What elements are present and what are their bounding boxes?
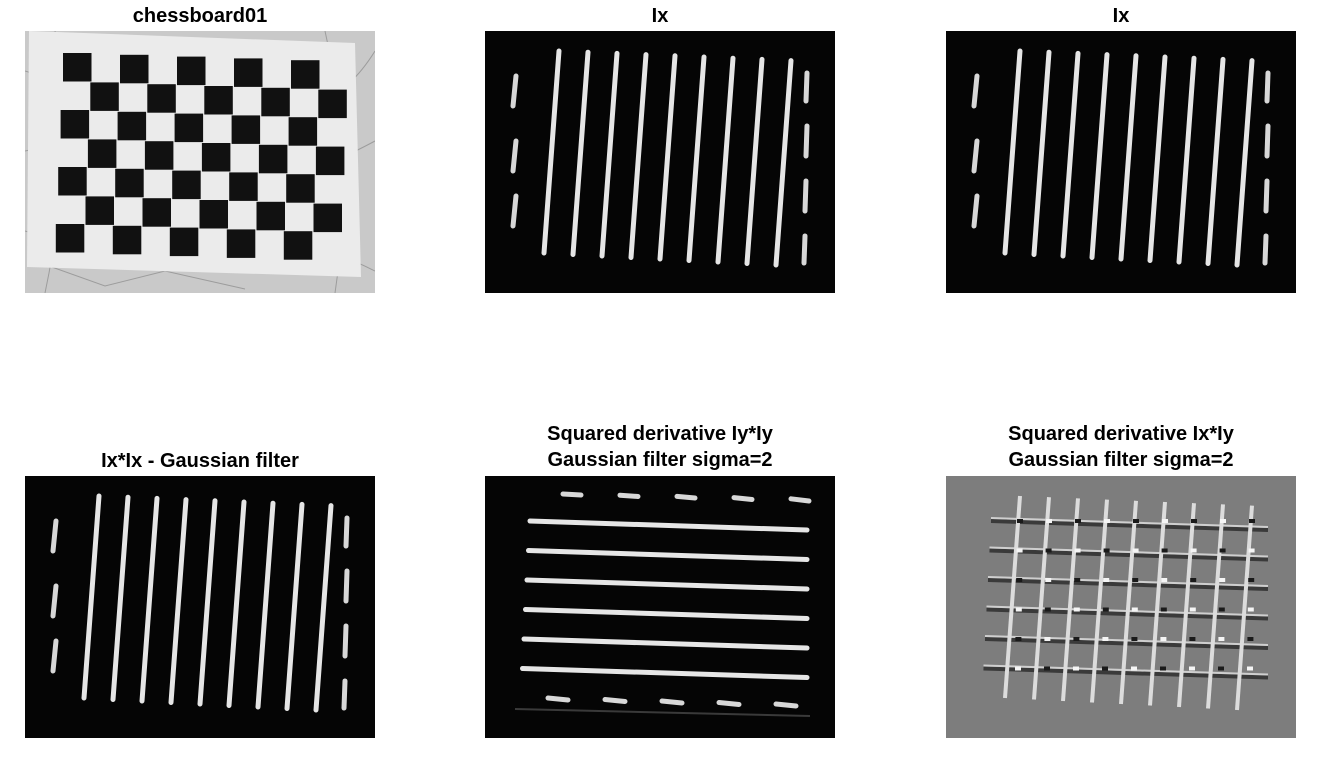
chessboard-square	[147, 84, 176, 113]
ix-derivative-image	[946, 31, 1296, 293]
chessboard-square	[288, 117, 318, 146]
panel-title: Ix	[946, 3, 1296, 29]
panel-title-line-2: Gaussian filter sigma=2	[1008, 449, 1234, 471]
edge-lines	[50, 493, 350, 713]
edge-lines	[983, 495, 1269, 711]
panel-ixix-gaussian: Ix*Ix - Gaussian filter	[25, 420, 375, 740]
panel-title: Ix*Ix - Gaussian filter	[25, 448, 375, 474]
chessboard-square	[90, 82, 119, 111]
panel-title: Squared derivative Ix*Iy Gaussian filter…	[946, 421, 1296, 473]
edge-lines	[510, 48, 810, 268]
chessboard-square	[174, 113, 204, 143]
chessboard-square	[63, 53, 92, 82]
chessboard-square	[291, 60, 320, 89]
chessboard-square	[313, 203, 342, 233]
ixix-gaussian-image	[25, 476, 375, 738]
chessboard-square	[169, 227, 199, 257]
panel-title: Squared derivative Iy*Iy Gaussian filter…	[485, 421, 835, 473]
chessboard-square	[283, 231, 313, 260]
chessboard-square	[261, 87, 290, 117]
chessboard-square	[87, 139, 117, 168]
panel-title-line-1: Ix	[1112, 5, 1130, 27]
chessboard-square	[85, 196, 114, 225]
edge-lines	[514, 491, 812, 717]
chessboard-square	[204, 86, 233, 115]
chessboard-square	[201, 143, 231, 172]
chessboard-square	[258, 144, 288, 174]
chessboard-image	[25, 31, 375, 293]
chessboard-square	[256, 201, 285, 231]
ixiy-gaussian-image	[946, 476, 1296, 738]
panel-title-line-1: Squared derivative Ix*Iy	[1008, 423, 1234, 445]
panel-title-line-2: Gaussian filter sigma=2	[547, 449, 773, 471]
chessboard-square	[286, 174, 315, 203]
chessboard-square	[58, 167, 87, 196]
chessboard-square	[199, 200, 228, 229]
chessboard-square	[315, 146, 345, 176]
panel-chessboard01: chessboard01	[25, 0, 375, 295]
chessboard-square	[177, 56, 206, 86]
chessboard-square	[226, 229, 256, 258]
ix-derivative-image	[485, 31, 835, 293]
panel-title-line-1: Squared derivative Iy*Iy	[547, 423, 773, 445]
panel-iyiy-gaussian: Squared derivative Iy*Iy Gaussian filter…	[485, 420, 835, 740]
panel-ixiy-gaussian: Squared derivative Ix*Iy Gaussian filter…	[946, 420, 1296, 740]
chessboard-square	[60, 110, 90, 139]
panel-ix-1: Ix	[485, 0, 835, 295]
chessboard-square	[229, 172, 258, 201]
chessboard-square	[231, 115, 261, 144]
chessboard-square	[172, 170, 201, 200]
chessboard-square	[117, 111, 147, 141]
panel-title-line-1: Ix	[651, 5, 669, 27]
chessboard-square	[112, 225, 142, 255]
edge-lines	[971, 48, 1271, 268]
panel-title: Ix	[485, 3, 835, 29]
chessboard-square	[55, 224, 85, 253]
panel-title-line-1: Ix*Ix - Gaussian filter	[101, 450, 299, 472]
panel-title-line-1: chessboard01	[132, 5, 268, 27]
panel-ix-2: Ix	[946, 0, 1296, 295]
chessboard-square	[318, 89, 347, 119]
panel-title: chessboard01	[25, 3, 375, 29]
chessboard-squares	[55, 53, 347, 260]
chessboard-square	[142, 198, 171, 227]
chessboard-square	[120, 54, 149, 84]
chessboard-square	[234, 58, 263, 87]
iyiy-gaussian-image	[485, 476, 835, 738]
chessboard-square	[144, 141, 174, 170]
chessboard-square	[115, 168, 144, 198]
